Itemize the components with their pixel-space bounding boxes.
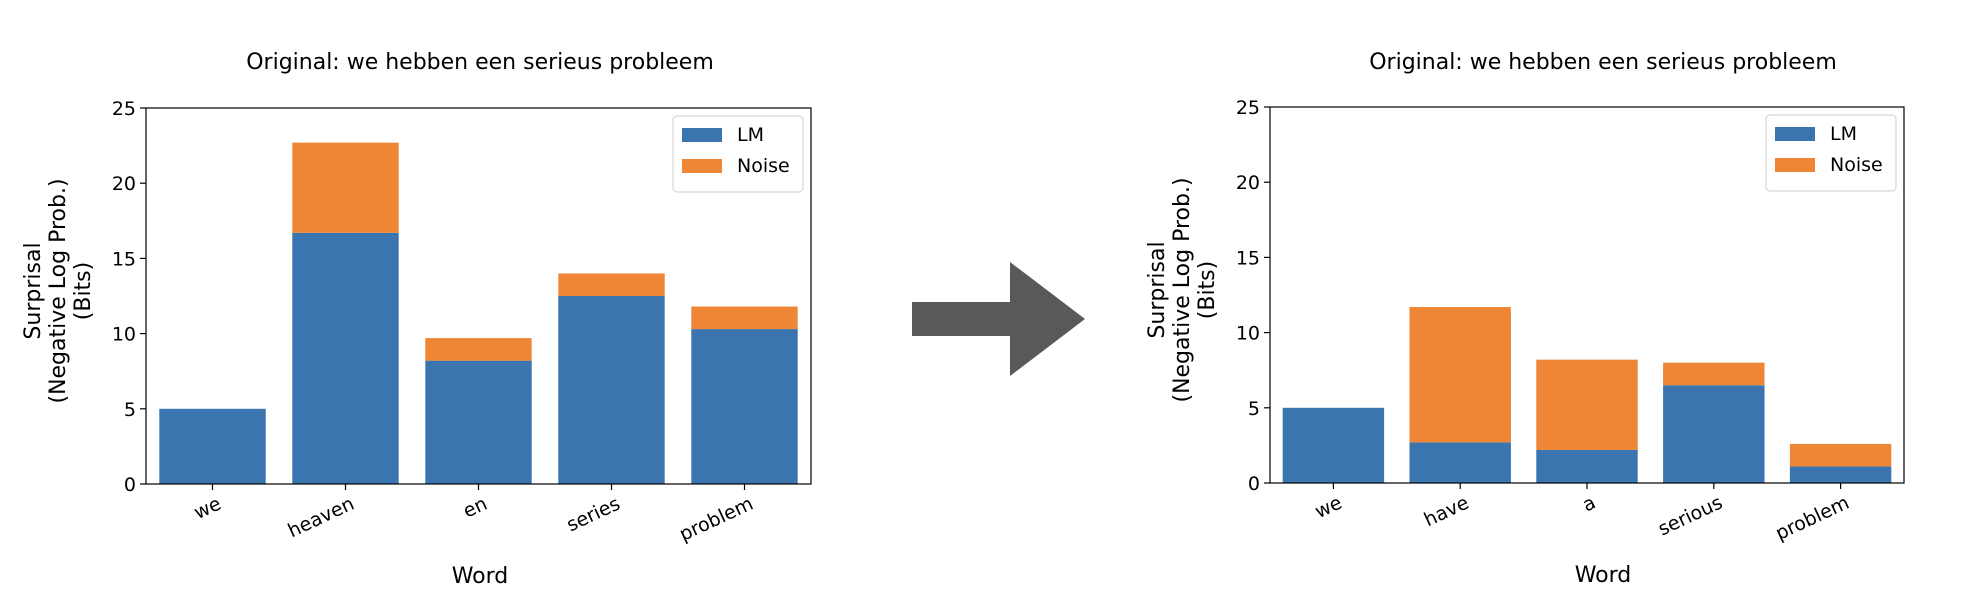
y-tick-label: 10 bbox=[1236, 323, 1260, 345]
legend-swatch-noise bbox=[1775, 158, 1815, 172]
y-tick-label: 20 bbox=[112, 173, 136, 195]
bar-lm-problem bbox=[691, 329, 798, 484]
plot-frame bbox=[1269, 106, 1905, 484]
right-arrow-icon bbox=[912, 262, 1085, 376]
bar-lm-a bbox=[1536, 449, 1638, 483]
legend: LM Noise bbox=[1765, 114, 1897, 192]
x-tick-label: a bbox=[1579, 492, 1599, 517]
x-axis-label: Word bbox=[452, 564, 509, 589]
bar-noise-en bbox=[425, 338, 532, 361]
legend: LM Noise bbox=[672, 115, 804, 193]
bar-noise-serious bbox=[1663, 362, 1765, 386]
y-axis-label-line-3: (Bits) bbox=[1195, 261, 1220, 319]
x-axis-label: Word bbox=[1575, 563, 1632, 588]
bar-lm-have bbox=[1409, 442, 1511, 483]
plot-frame bbox=[145, 107, 812, 485]
chart-title: Original: we hebben een serieus probleem bbox=[246, 50, 714, 75]
legend-label-lm: LM bbox=[737, 124, 764, 146]
y-axis-label-line-2: (Negative Log Prob.) bbox=[46, 178, 71, 403]
x-tick-label: we bbox=[1312, 492, 1346, 523]
y-axis-label-line-2: (Negative Log Prob.) bbox=[1170, 177, 1195, 402]
x-tick-label: heaven bbox=[285, 493, 358, 543]
bar-lm-we bbox=[1282, 407, 1385, 483]
bar-lm-heaven bbox=[292, 232, 399, 484]
bar-noise-problem bbox=[1789, 443, 1892, 467]
x-tick-label: problem bbox=[1772, 492, 1853, 545]
y-tick-label: 0 bbox=[124, 474, 136, 496]
bar-lm-series bbox=[558, 296, 665, 484]
y-axis-label: Surprisal (Negative Log Prob.) (Bits) bbox=[1145, 177, 1220, 402]
bar-noise-heaven bbox=[292, 142, 399, 233]
y-tick-label: 0 bbox=[1248, 473, 1260, 495]
x-tick-label: we bbox=[191, 493, 225, 524]
y-axis-label-line-3: (Bits) bbox=[71, 262, 96, 320]
bar-lm-problem bbox=[1789, 466, 1892, 483]
x-tick-label: series bbox=[563, 493, 623, 537]
y-tick-label: 5 bbox=[124, 399, 136, 421]
y-axis-label-line-1: Surprisal bbox=[1145, 241, 1170, 338]
y-tick-label: 15 bbox=[1236, 247, 1260, 269]
y-tick-label: 15 bbox=[112, 248, 136, 270]
legend-swatch-lm bbox=[682, 128, 722, 142]
legend-label-noise: Noise bbox=[737, 155, 790, 177]
bar-noise-a bbox=[1536, 359, 1638, 450]
x-tick-label: en bbox=[460, 493, 491, 523]
legend-label-noise: Noise bbox=[1830, 154, 1883, 176]
bar-lm-serious bbox=[1663, 385, 1765, 483]
chart-title: Original: we hebben een serieus probleem bbox=[1369, 50, 1837, 75]
y-tick-label: 25 bbox=[1236, 97, 1260, 119]
bar-noise-have bbox=[1409, 307, 1511, 443]
x-tick-label: have bbox=[1421, 492, 1473, 532]
y-tick-label: 5 bbox=[1248, 398, 1260, 420]
bar-noise-series bbox=[558, 273, 665, 296]
legend-swatch-noise bbox=[682, 159, 722, 173]
legend-label-lm: LM bbox=[1830, 123, 1857, 145]
y-axis-label: Surprisal (Negative Log Prob.) (Bits) bbox=[21, 178, 96, 403]
bar-lm-we bbox=[159, 408, 266, 484]
y-axis-label-line-1: Surprisal bbox=[21, 242, 46, 339]
y-tick-label: 10 bbox=[112, 324, 136, 346]
chart-left: Original: we hebben een serieus probleem… bbox=[21, 50, 812, 589]
chart-right: Original: we hebben een serieus probleem… bbox=[1145, 50, 1905, 588]
bar-lm-en bbox=[425, 360, 532, 484]
bar-noise-problem bbox=[691, 306, 798, 330]
x-tick-label: problem bbox=[676, 493, 757, 546]
legend-swatch-lm bbox=[1775, 127, 1815, 141]
y-tick-label: 20 bbox=[1236, 172, 1260, 194]
x-tick-label: serious bbox=[1655, 492, 1726, 541]
y-tick-label: 25 bbox=[112, 98, 136, 120]
